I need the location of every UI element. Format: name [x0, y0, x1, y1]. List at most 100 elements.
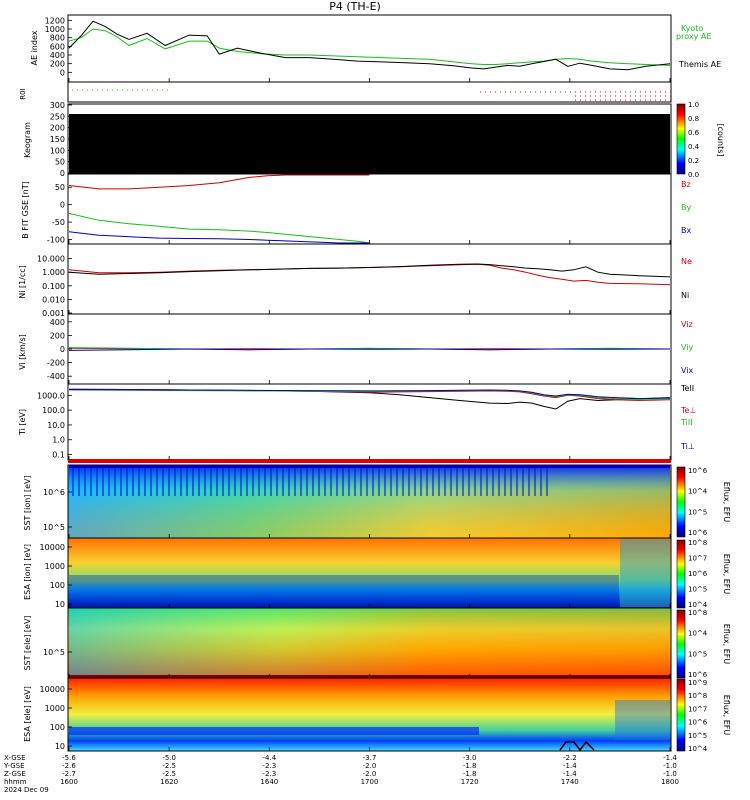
legend-bz: Bz: [681, 180, 691, 189]
ro-panel: R0I: [19, 81, 672, 103]
footer-value-y: -1.0: [663, 762, 677, 770]
velocity-ytick-label: -200: [47, 359, 65, 368]
ae-ytick-label: 0: [60, 68, 65, 77]
esa-ele-cb-tick: 10^5: [688, 732, 707, 740]
sst-ele-cb-label: Eflux, EFU: [722, 624, 731, 665]
keogram-ytick-label: 200: [50, 124, 65, 133]
footer-value-x: -1.4: [663, 754, 677, 762]
temperature-series-ti-: [68, 389, 671, 400]
esa-ion-cb-tick: 10^4: [688, 601, 708, 609]
legend-tepar: TeII: [680, 384, 694, 393]
keogram-cb-tick: 0.8: [688, 115, 699, 123]
keogram-cb-tick: 0.0: [688, 171, 699, 179]
footer-value-y: -2.3: [262, 762, 276, 770]
temperature-ytick-label: 1.0: [52, 436, 65, 445]
velocity-panel: 400 200 0 -200 -400 Vi [km/s] Viz Viy Vix: [18, 313, 694, 385]
sst-ele-ytick-label: 10^5: [43, 648, 65, 657]
esa-ion-cb-tick: 10^8: [688, 539, 707, 547]
esa-ion-ylabel: ESA [ion] [eV]: [23, 544, 32, 600]
footer-value-y: -2.5: [162, 762, 176, 770]
footer-value-t: 1720: [461, 778, 479, 786]
legend-proxy-ae: proxy AE: [676, 32, 711, 41]
sst-ele-cb-tick: 10^8: [688, 609, 707, 617]
sst-ele-panel: 10^5 SST [ele] [eV] 10^8 10^4 10^5 10^6 Efl…: [23, 607, 731, 679]
footer-value-t: 1640: [260, 778, 278, 786]
keogram-cb-tick: 0.4: [688, 143, 700, 151]
legend-teperp: Te⊥: [680, 406, 696, 415]
esa-ele-ytick-label: 1000: [45, 704, 65, 713]
footer-value-x: -5.0: [162, 754, 176, 762]
footer-value-x: -5.6: [62, 754, 76, 762]
velocity-ytick-label: 0: [60, 345, 65, 354]
ae-ytick-label: 400: [50, 51, 65, 60]
legend-tiperp: Ti⊥: [680, 442, 695, 451]
bfield-series-by: [69, 213, 370, 243]
ae-ytick-label: 200: [50, 60, 65, 69]
footer-value-x: -2.2: [563, 754, 577, 762]
bfield-ytick-label: 0: [60, 201, 65, 210]
footer-value-t: 1620: [160, 778, 178, 786]
density-ytick-label: 0.001: [42, 309, 65, 318]
density-ytick-label: 0.100: [42, 282, 65, 291]
sst-ion-cb-tick: 10^6: [688, 529, 708, 537]
temperature-ytick-label: 10.0: [47, 421, 65, 430]
velocity-ylabel: Vi [km/s]: [18, 334, 27, 370]
density-ytick-label: 0.010: [42, 295, 65, 304]
footer-value-x: -3.0: [463, 754, 477, 762]
footer-row-label: hhmm: [4, 778, 27, 786]
ae-ytick-label: 1200: [45, 16, 65, 25]
keogram-ytick-label: 150: [50, 135, 65, 144]
legend-viz: Viz: [681, 320, 693, 329]
footer-row-label: Z-GSE: [4, 770, 26, 778]
footer-value-z: -2.0: [363, 770, 377, 778]
esa-ion-cb-tick: 10^5: [688, 586, 707, 594]
keogram-ytick-label: 50: [55, 158, 65, 167]
footer-value-z: -2.3: [262, 770, 276, 778]
ro-ylabel: R0I: [19, 88, 27, 99]
esa-ele-ytick-label: 10: [55, 742, 65, 751]
velocity-series-vix: [68, 348, 671, 351]
keogram-colorbar: [676, 103, 686, 175]
temperature-panel: 1000.0 100.0 10.0 1.0 0.1 Ti [eV] TeII Te⊥ T…: [18, 383, 696, 461]
temperature-ytick-label: 1000.0: [37, 391, 65, 400]
footer-value-z: -1.8: [463, 770, 477, 778]
sst-ion-ytick-label: 10^6: [43, 488, 65, 497]
ae-ytick-label: 600: [50, 42, 65, 51]
figure-title: P4 (TH-E): [329, 0, 381, 13]
sst-ion-noise: [69, 466, 549, 496]
esa-ele-cb-tick: 10^9: [688, 679, 707, 687]
velocity-ytick-label: 400: [50, 318, 65, 327]
bfield-panel: 50 0 -50 -100 B FIT GSE [nT] Bz By Bx: [21, 173, 691, 245]
esa-ion-cb-tick: 10^7: [688, 555, 707, 563]
bfield-ylabel: B FIT GSE [nT]: [21, 181, 30, 239]
sst-ion-colorbar: [676, 466, 686, 538]
density-series-ni: [68, 263, 671, 278]
keogram-ytick-label: 300: [50, 101, 65, 110]
esa-ion-cb-tick: 10^6: [688, 570, 708, 578]
temperature-ytick-label: 0.1: [52, 451, 65, 460]
ae-series-kyoto-proxy-ae: [68, 28, 671, 66]
density-ylabel: Ni [1/cc]: [18, 265, 27, 299]
ae-ytick-label: 800: [50, 34, 65, 43]
keogram-cb-tick: 0.6: [688, 129, 700, 137]
footer-value-t: 1700: [361, 778, 379, 786]
footer-value-z: -1.4: [563, 770, 577, 778]
sst-ele-ylabel: SST [ele] [eV]: [23, 615, 32, 670]
velocity-ytick-label: -400: [47, 372, 65, 381]
sst-ele-cb-tick: 10^6: [688, 671, 708, 679]
esa-ele-ytick-label: 10000: [40, 685, 65, 694]
esa-ele-black-trace: [559, 740, 595, 752]
legend-tipar: TiII: [680, 418, 693, 427]
sst-ion-cb-tick: 10^4: [688, 488, 708, 496]
ae-ytick-label: 1000: [45, 25, 65, 34]
keogram-ytick-label: 0: [60, 169, 65, 178]
esa-ele-blueband: [69, 727, 479, 735]
esa-ele-cb-tick: 10^8: [688, 692, 707, 700]
esa-ion-ytick-label: 10: [55, 600, 65, 609]
ae-series-themis-ae: [68, 20, 671, 71]
footer-value-z: -1.0: [663, 770, 677, 778]
footer-value-x: -4.4: [262, 754, 276, 762]
